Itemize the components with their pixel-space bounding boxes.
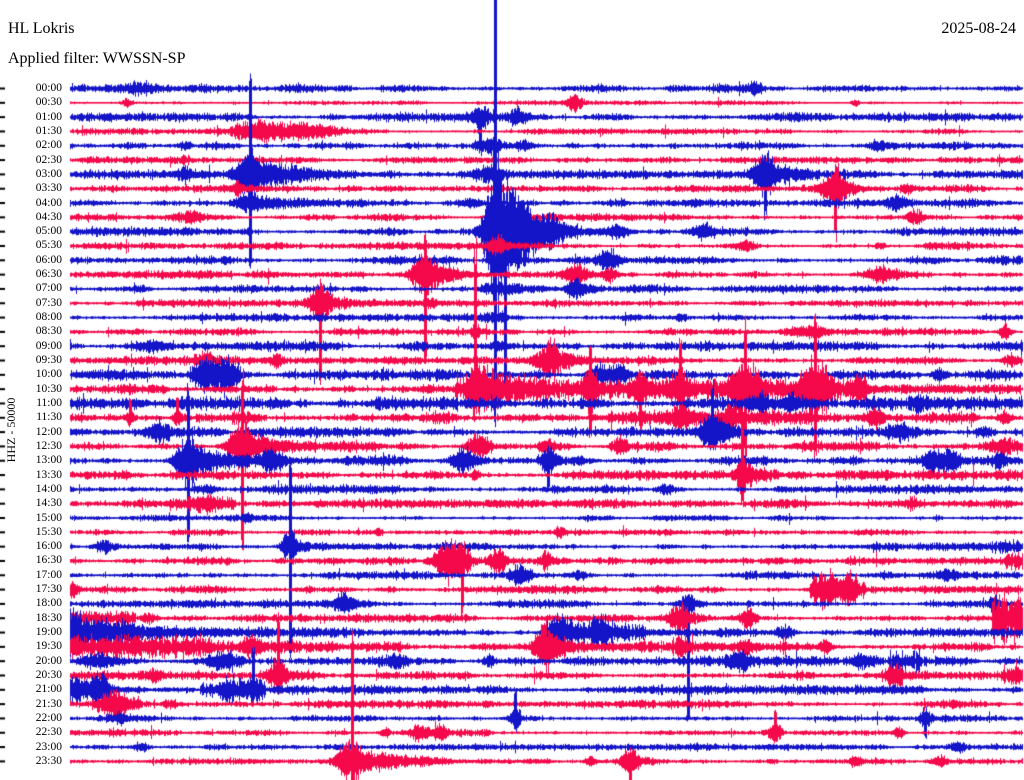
time-label: 08:30 <box>35 325 62 338</box>
time-label: 03:30 <box>35 182 62 195</box>
time-label: 21:30 <box>35 697 62 710</box>
time-label: 06:00 <box>35 253 62 266</box>
time-label: 16:30 <box>35 554 62 567</box>
time-label: 00:30 <box>35 96 62 109</box>
station-title: HL Lokris <box>8 20 75 37</box>
time-label: 07:00 <box>35 282 62 295</box>
time-label: 16:00 <box>35 540 62 553</box>
time-label: 12:30 <box>35 439 62 452</box>
time-label: 23:30 <box>35 754 62 767</box>
time-label: 03:00 <box>35 167 62 180</box>
time-label: 20:30 <box>35 668 62 681</box>
time-label: 01:30 <box>35 124 62 137</box>
time-label: 18:30 <box>35 611 62 624</box>
time-label: 17:30 <box>35 583 62 596</box>
time-label: 05:30 <box>35 239 62 252</box>
time-label: 10:30 <box>35 382 62 395</box>
time-label: 07:30 <box>35 296 62 309</box>
time-label: 06:30 <box>35 268 62 281</box>
time-label: 19:30 <box>35 640 62 653</box>
time-label: 13:30 <box>35 468 62 481</box>
time-label: 17:00 <box>35 568 62 581</box>
time-label: 10:00 <box>35 368 62 381</box>
time-label: 11:00 <box>36 396 62 409</box>
time-label: 04:00 <box>35 196 62 209</box>
time-label: 22:00 <box>35 711 62 724</box>
time-label: 04:30 <box>35 210 62 223</box>
time-label: 20:00 <box>35 654 62 667</box>
time-label: 15:00 <box>35 511 62 524</box>
time-label: 11:30 <box>36 411 62 424</box>
time-label: 22:30 <box>35 726 62 739</box>
time-label: 12:00 <box>35 425 62 438</box>
time-label: 09:30 <box>35 354 62 367</box>
time-label: 00:00 <box>35 82 62 94</box>
time-label: 05:00 <box>35 225 62 238</box>
time-label: 02:30 <box>35 153 62 166</box>
plot-date: 2025-08-24 <box>941 20 1016 37</box>
time-label: 19:00 <box>35 626 62 639</box>
time-label: 02:00 <box>35 139 62 152</box>
time-label: 18:00 <box>35 597 62 610</box>
filter-label: Applied filter: WWSSN-SP <box>8 50 186 67</box>
time-label: 23:00 <box>35 740 62 753</box>
time-label: 13:00 <box>35 454 62 467</box>
time-label: 08:00 <box>35 311 62 324</box>
time-label: 01:00 <box>35 110 62 123</box>
time-label: 09:00 <box>35 339 62 352</box>
time-label: 14:00 <box>35 482 62 495</box>
time-label: 14:30 <box>35 497 62 510</box>
time-label: 15:30 <box>35 525 62 538</box>
time-label: 21:00 <box>35 683 62 696</box>
